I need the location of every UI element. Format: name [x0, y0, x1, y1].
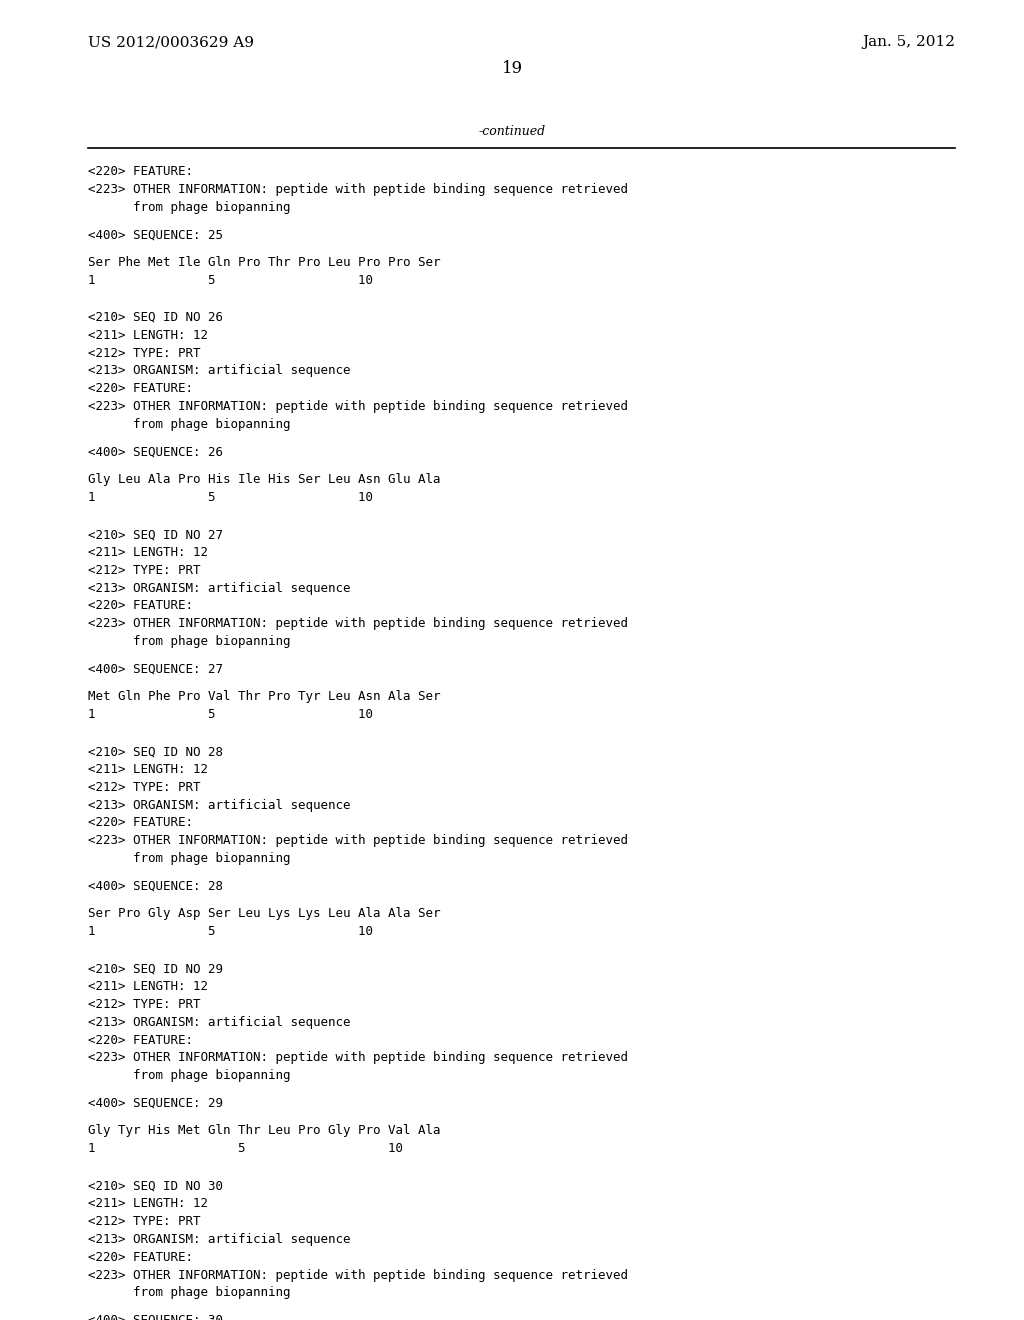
Text: <210> SEQ ID NO 27: <210> SEQ ID NO 27 — [88, 528, 223, 541]
Text: <220> FEATURE:: <220> FEATURE: — [88, 817, 193, 829]
Text: <400> SEQUENCE: 29: <400> SEQUENCE: 29 — [88, 1097, 223, 1110]
Text: <220> FEATURE:: <220> FEATURE: — [88, 599, 193, 612]
Text: <223> OTHER INFORMATION: peptide with peptide binding sequence retrieved: <223> OTHER INFORMATION: peptide with pe… — [88, 618, 628, 630]
Text: Ser Pro Gly Asp Ser Leu Lys Lys Leu Ala Ala Ser: Ser Pro Gly Asp Ser Leu Lys Lys Leu Ala … — [88, 907, 440, 920]
Text: US 2012/0003629 A9: US 2012/0003629 A9 — [88, 36, 254, 49]
Text: <211> LENGTH: 12: <211> LENGTH: 12 — [88, 1197, 208, 1210]
Text: <220> FEATURE:: <220> FEATURE: — [88, 383, 193, 395]
Text: <220> FEATURE:: <220> FEATURE: — [88, 1034, 193, 1047]
Text: 1               5                   10: 1 5 10 — [88, 273, 373, 286]
Text: from phage biopanning: from phage biopanning — [88, 1069, 291, 1082]
Text: <213> ORGANISM: artificial sequence: <213> ORGANISM: artificial sequence — [88, 799, 350, 812]
Text: <210> SEQ ID NO 28: <210> SEQ ID NO 28 — [88, 746, 223, 758]
Text: <223> OTHER INFORMATION: peptide with peptide binding sequence retrieved: <223> OTHER INFORMATION: peptide with pe… — [88, 1269, 628, 1282]
Text: <213> ORGANISM: artificial sequence: <213> ORGANISM: artificial sequence — [88, 1016, 350, 1028]
Text: <400> SEQUENCE: 26: <400> SEQUENCE: 26 — [88, 445, 223, 458]
Text: <212> TYPE: PRT: <212> TYPE: PRT — [88, 781, 201, 793]
Text: <223> OTHER INFORMATION: peptide with peptide binding sequence retrieved: <223> OTHER INFORMATION: peptide with pe… — [88, 1052, 628, 1064]
Text: Jan. 5, 2012: Jan. 5, 2012 — [862, 36, 955, 49]
Text: <213> ORGANISM: artificial sequence: <213> ORGANISM: artificial sequence — [88, 582, 350, 594]
Text: 19: 19 — [502, 59, 522, 77]
Text: <213> ORGANISM: artificial sequence: <213> ORGANISM: artificial sequence — [88, 364, 350, 378]
Text: Gly Leu Ala Pro His Ile His Ser Leu Asn Glu Ala: Gly Leu Ala Pro His Ile His Ser Leu Asn … — [88, 473, 440, 486]
Text: <211> LENGTH: 12: <211> LENGTH: 12 — [88, 763, 208, 776]
Text: <212> TYPE: PRT: <212> TYPE: PRT — [88, 564, 201, 577]
Text: Ser Phe Met Ile Gln Pro Thr Pro Leu Pro Pro Ser: Ser Phe Met Ile Gln Pro Thr Pro Leu Pro … — [88, 256, 440, 269]
Text: <220> FEATURE:: <220> FEATURE: — [88, 1251, 193, 1263]
Text: 1               5                   10: 1 5 10 — [88, 708, 373, 721]
Text: <223> OTHER INFORMATION: peptide with peptide binding sequence retrieved: <223> OTHER INFORMATION: peptide with pe… — [88, 834, 628, 847]
Text: Met Gln Phe Pro Val Thr Pro Tyr Leu Asn Ala Ser: Met Gln Phe Pro Val Thr Pro Tyr Leu Asn … — [88, 690, 440, 704]
Text: from phage biopanning: from phage biopanning — [88, 1287, 291, 1299]
Text: from phage biopanning: from phage biopanning — [88, 201, 291, 214]
Text: <400> SEQUENCE: 28: <400> SEQUENCE: 28 — [88, 879, 223, 892]
Text: <400> SEQUENCE: 30: <400> SEQUENCE: 30 — [88, 1313, 223, 1320]
Text: <400> SEQUENCE: 27: <400> SEQUENCE: 27 — [88, 663, 223, 676]
Text: <211> LENGTH: 12: <211> LENGTH: 12 — [88, 329, 208, 342]
Text: <223> OTHER INFORMATION: peptide with peptide binding sequence retrieved: <223> OTHER INFORMATION: peptide with pe… — [88, 400, 628, 413]
Text: from phage biopanning: from phage biopanning — [88, 635, 291, 648]
Text: <212> TYPE: PRT: <212> TYPE: PRT — [88, 347, 201, 359]
Text: <210> SEQ ID NO 30: <210> SEQ ID NO 30 — [88, 1180, 223, 1192]
Text: <400> SEQUENCE: 25: <400> SEQUENCE: 25 — [88, 228, 223, 242]
Text: 1               5                   10: 1 5 10 — [88, 925, 373, 939]
Text: <213> ORGANISM: artificial sequence: <213> ORGANISM: artificial sequence — [88, 1233, 350, 1246]
Text: <223> OTHER INFORMATION: peptide with peptide binding sequence retrieved: <223> OTHER INFORMATION: peptide with pe… — [88, 182, 628, 195]
Text: <210> SEQ ID NO 29: <210> SEQ ID NO 29 — [88, 962, 223, 975]
Text: Gly Tyr His Met Gln Thr Leu Pro Gly Pro Val Ala: Gly Tyr His Met Gln Thr Leu Pro Gly Pro … — [88, 1125, 440, 1138]
Text: <211> LENGTH: 12: <211> LENGTH: 12 — [88, 546, 208, 558]
Text: 1                   5                   10: 1 5 10 — [88, 1142, 403, 1155]
Text: from phage biopanning: from phage biopanning — [88, 853, 291, 865]
Text: -continued: -continued — [478, 125, 546, 139]
Text: <212> TYPE: PRT: <212> TYPE: PRT — [88, 998, 201, 1011]
Text: <210> SEQ ID NO 26: <210> SEQ ID NO 26 — [88, 312, 223, 323]
Text: 1               5                   10: 1 5 10 — [88, 491, 373, 504]
Text: <220> FEATURE:: <220> FEATURE: — [88, 165, 193, 178]
Text: <211> LENGTH: 12: <211> LENGTH: 12 — [88, 981, 208, 993]
Text: <212> TYPE: PRT: <212> TYPE: PRT — [88, 1216, 201, 1228]
Text: from phage biopanning: from phage biopanning — [88, 417, 291, 430]
